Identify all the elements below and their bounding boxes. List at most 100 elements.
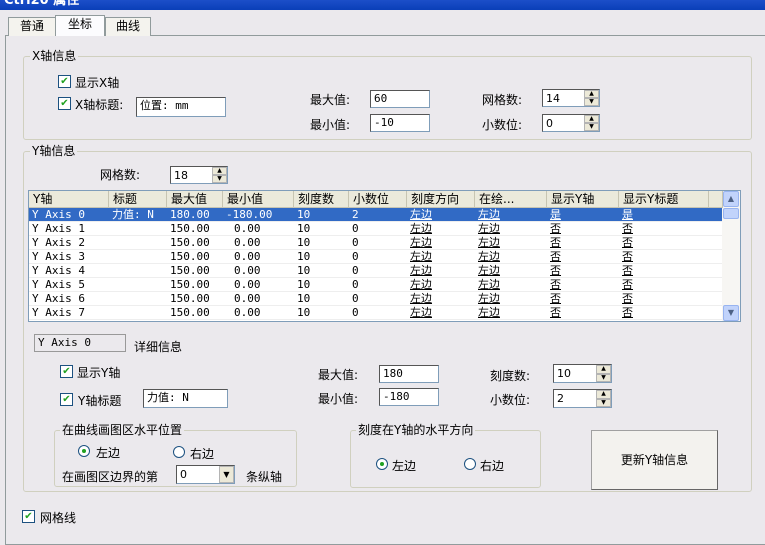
y-min-label: 最小值: [318, 392, 359, 406]
y-axis-list[interactable]: Y Axis 7 150.00 0.00 10 0 左边 左边否否 Y Axis 6 150.0… [28, 190, 741, 322]
table-cell: 0.00 [234, 306, 261, 319]
table-cell: 否 [622, 264, 633, 277]
y-axis-group [23, 151, 752, 492]
dropdown-arrow-icon[interactable]: ▼ [219, 466, 234, 483]
table-cell: Y Axis 6 [32, 292, 85, 305]
vertical-scrollbar[interactable]: ▲ ▼ [722, 191, 740, 321]
column-header[interactable]: Y轴 [29, 191, 109, 208]
column-header[interactable]: 刻度数 [294, 191, 349, 208]
table-cell: 左边 [478, 306, 500, 319]
show-x-axis-checkbox[interactable]: ✔ [58, 75, 71, 88]
table-cell: 左边 [478, 292, 500, 305]
spin-up-icon[interactable]: ▲ [596, 390, 611, 399]
column-header[interactable]: 显示Y标题 [619, 191, 709, 208]
table-row[interactable]: Y Axis 6 150.00 0.00 10 0 左边 左边 否 否 [29, 292, 722, 306]
column-header[interactable]: 标题 [109, 191, 167, 208]
y-grid-spinner[interactable]: 18 ▲ ▼ [170, 166, 228, 184]
tab-general[interactable]: 普通 [8, 17, 56, 36]
table-cell: 否 [622, 222, 633, 235]
column-header[interactable]: 小数位 [349, 191, 407, 208]
gridlines-label: 网格线 [40, 511, 77, 525]
spin-up-icon[interactable]: ▲ [584, 90, 599, 98]
y-min-input[interactable]: -180 [379, 388, 439, 406]
y-axis-title-checkbox[interactable]: ✔ [60, 393, 73, 406]
column-header[interactable]: 在绘... [475, 191, 547, 208]
x-decimals-spinner[interactable]: 0 ▲ ▼ [542, 114, 600, 132]
table-cell: 0.00 [234, 250, 261, 263]
spin-up-icon[interactable]: ▲ [596, 365, 611, 374]
table-cell: 0.00 [234, 236, 261, 249]
table-cell: 0.00 [234, 278, 261, 291]
boundary-combobox[interactable]: 0 ▼ [176, 465, 235, 484]
x-max-label: 最大值: [310, 93, 351, 107]
x-grid-spinner[interactable]: 14 ▲ ▼ [542, 89, 600, 107]
tab-curves[interactable]: 曲线 [105, 17, 151, 36]
spin-down-icon[interactable]: ▼ [584, 123, 599, 131]
table-cell: 左边 [478, 278, 500, 291]
y-ticks-spinner[interactable]: 10 ▲ ▼ [553, 364, 612, 383]
tick-right-radio[interactable] [464, 458, 476, 470]
table-row[interactable]: Y Axis 5 150.00 0.00 10 0 左边 左边 否 否 [29, 278, 722, 292]
table-cell: 0 [352, 264, 359, 277]
scroll-up-icon[interactable]: ▲ [723, 191, 739, 207]
table-cell: 150.00 [170, 292, 210, 305]
table-cell: 0 [352, 250, 359, 263]
table-cell: 否 [550, 264, 561, 277]
position-right-radio[interactable] [173, 446, 185, 458]
title-bar: Ctrl20 属性 [0, 0, 765, 10]
position-right-label: 右边 [190, 447, 215, 461]
table-cell: 左边 [478, 250, 500, 263]
y-ticks-value: 10 [557, 367, 571, 380]
table-row[interactable]: Y Axis 1 150.00 0.00 10 0 左边 左边 否 否 [29, 222, 722, 236]
table-cell: 否 [622, 278, 633, 291]
spin-up-icon[interactable]: ▲ [584, 115, 599, 123]
table-row[interactable]: Y Axis 3 150.00 0.00 10 0 左边 左边 否 否 [29, 250, 722, 264]
table-row[interactable]: Y Axis 2 150.00 0.00 10 0 左边 左边 否 否 [29, 236, 722, 250]
spin-up-icon[interactable]: ▲ [212, 167, 227, 175]
x-max-input[interactable]: 60 [370, 90, 430, 108]
table-cell: 10 [297, 250, 311, 263]
x-axis-title-checkbox[interactable]: ✔ [58, 97, 71, 110]
table-cell: -180.00 [226, 208, 273, 221]
x-axis-title-input[interactable]: 位置: mm [136, 97, 226, 117]
tick-left-radio[interactable] [376, 458, 388, 470]
table-cell: 力值: N [112, 208, 154, 221]
boundary-label: 在画图区边界的第 [62, 470, 159, 484]
table-cell: Y Axis 0 [32, 208, 85, 221]
spin-down-icon[interactable]: ▼ [596, 398, 611, 407]
gridlines-checkbox[interactable]: ✔ [22, 510, 35, 523]
x-grid-label: 网格数: [482, 93, 523, 107]
column-header[interactable]: 刻度方向 [407, 191, 475, 208]
column-header[interactable]: 最大值 [167, 191, 223, 208]
table-cell: 否 [550, 306, 561, 319]
table-cell: 左边 [410, 306, 432, 319]
x-grid-value: 14 [546, 92, 560, 105]
table-cell: Y Axis 2 [32, 236, 85, 249]
table-cell: 0 [352, 222, 359, 235]
table-row[interactable]: Y Axis 0 力值: N 180.00 -180.00 10 2 左边 左边 是 是 [29, 208, 722, 222]
column-header[interactable]: 最小值 [223, 191, 294, 208]
table-cell: 0.00 [234, 222, 261, 235]
y-max-input[interactable]: 180 [379, 365, 439, 383]
column-header[interactable]: 显示Y轴 [547, 191, 619, 208]
y-axis-title-input[interactable]: 力值: N [143, 389, 228, 408]
table-row[interactable]: Y Axis 4 150.00 0.00 10 0 左边 左边 否 否 [29, 264, 722, 278]
table-row[interactable]: Y Axis 7 150.00 0.00 10 0 左边 左边 否 否 [29, 306, 722, 320]
y-decimals-spinner[interactable]: 2 ▲ ▼ [553, 389, 612, 408]
tab-axes[interactable]: 坐标 [55, 15, 105, 36]
update-y-axis-button[interactable]: 更新Y轴信息 [591, 430, 718, 490]
y-grid-label: 网格数: [100, 168, 141, 182]
scroll-down-icon[interactable]: ▼ [723, 305, 739, 321]
table-cell: 150.00 [170, 222, 210, 235]
x-min-input[interactable]: -10 [370, 114, 430, 132]
table-cell: 是 [622, 208, 633, 221]
table-cell: 2 [352, 208, 359, 221]
spin-down-icon[interactable]: ▼ [596, 373, 611, 382]
scroll-thumb[interactable] [723, 208, 739, 219]
table-cell: 否 [622, 306, 633, 319]
position-left-radio[interactable] [78, 445, 90, 457]
spin-down-icon[interactable]: ▼ [584, 98, 599, 106]
selected-axis-name: Y Axis 0 [34, 334, 126, 352]
show-y-axis-checkbox[interactable]: ✔ [60, 365, 73, 378]
spin-down-icon[interactable]: ▼ [212, 175, 227, 183]
